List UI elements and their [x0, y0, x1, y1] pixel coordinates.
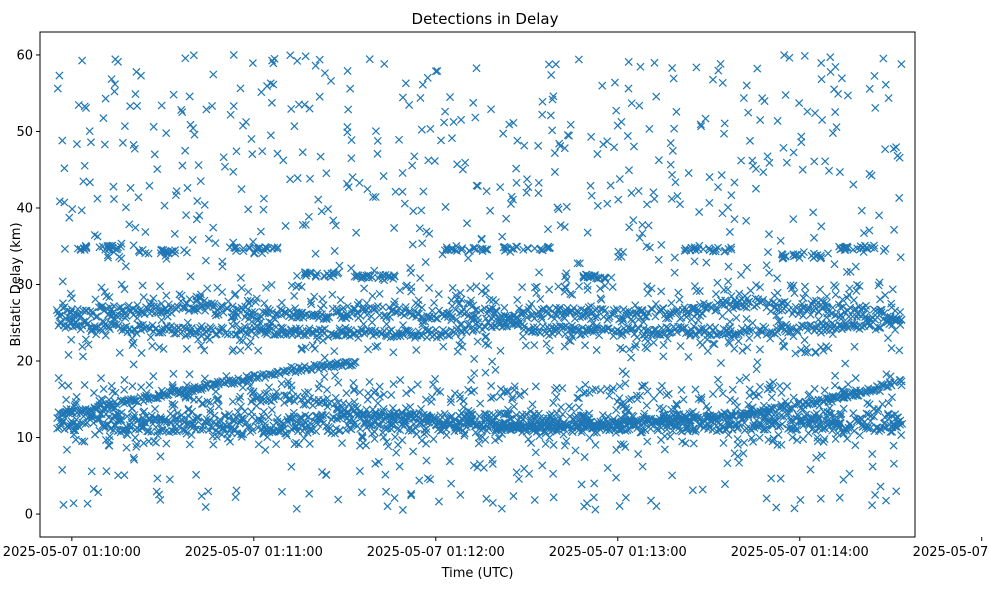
data-point: [351, 358, 360, 367]
x-tick-label: 2025-05-07 01:15:00: [913, 545, 989, 560]
y-tick-label: 50: [16, 125, 33, 140]
data-point: [350, 357, 359, 366]
data-point: [274, 392, 283, 401]
y-tick-label: 10: [16, 431, 33, 446]
data-point: [856, 389, 865, 398]
x-tick-label: 2025-05-07 01:11:00: [185, 545, 323, 560]
data-point: [251, 394, 261, 403]
data-points: [52, 50, 907, 514]
y-tick-label: 60: [16, 48, 33, 63]
data-point: [132, 329, 141, 338]
data-point: [345, 361, 354, 370]
data-point: [897, 377, 906, 386]
data-point: [252, 374, 261, 383]
x-tick-label: 2025-05-07 01:12:00: [367, 545, 505, 560]
x-tick-label: 2025-05-07 01:14:00: [731, 545, 869, 560]
data-point: [273, 330, 282, 339]
data-point: [165, 387, 174, 396]
data-point: [79, 317, 88, 326]
data-point: [262, 389, 271, 398]
x-axis-label: Time (UTC): [441, 566, 514, 581]
data-point: [299, 400, 308, 409]
data-point: [240, 322, 249, 331]
data-point: [290, 397, 299, 406]
data-point: [130, 396, 139, 405]
chart-title: Detections in Delay: [412, 10, 559, 28]
data-point: [231, 330, 240, 339]
data-point: [238, 376, 247, 385]
x-tick-label: 2025-05-07 01:10:00: [3, 545, 141, 560]
data-point: [260, 390, 269, 399]
data-point: [84, 319, 93, 328]
x-tick-label: 2025-05-07 01:13:00: [549, 545, 687, 560]
data-point: [69, 322, 78, 331]
data-point: [890, 378, 899, 387]
data-point: [225, 376, 234, 385]
data-point: [259, 369, 268, 378]
data-point: [255, 391, 264, 400]
data-point: [158, 328, 167, 337]
y-tick-label: 0: [25, 508, 33, 523]
data-point: [241, 329, 250, 338]
data-point: [249, 387, 258, 396]
y-axis-label: Bistatic Delay (km): [9, 222, 24, 346]
data-point: [228, 322, 237, 331]
y-tick-label: 20: [16, 355, 33, 370]
y-tick-label: 40: [16, 201, 33, 216]
